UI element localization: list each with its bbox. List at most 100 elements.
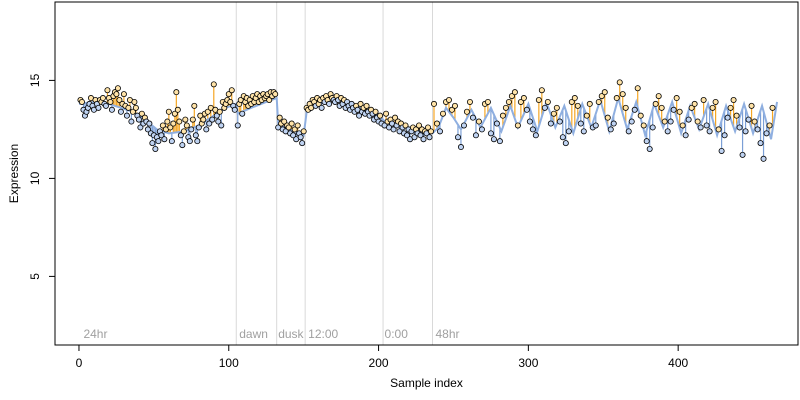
data-point [613, 95, 620, 102]
data-point [748, 102, 755, 109]
data-point [490, 136, 497, 143]
data-point [430, 100, 437, 107]
data-point [213, 112, 220, 119]
region-label: 48hr [435, 327, 459, 341]
data-point [544, 98, 551, 105]
data-point [520, 95, 527, 102]
data-point [155, 138, 162, 145]
data-point [195, 124, 202, 131]
data-point [679, 122, 686, 129]
data-point [508, 93, 515, 100]
data-point [215, 118, 222, 125]
data-point [745, 116, 752, 123]
data-point [294, 122, 301, 129]
data-point [493, 120, 500, 127]
data-point [673, 95, 680, 102]
data-point [628, 118, 635, 125]
region-labels: 24hr dawn dusk 12:00 0:00 48hr [83, 327, 459, 341]
data-point [171, 110, 178, 117]
data-point [517, 98, 524, 105]
data-point [535, 97, 542, 104]
data-point [420, 136, 427, 143]
data-point [736, 124, 743, 131]
data-point [700, 97, 707, 104]
data-point [176, 118, 183, 125]
data-point [436, 128, 443, 135]
data-point [526, 118, 533, 125]
data-point [272, 91, 279, 98]
data-point [604, 114, 611, 121]
data-point [472, 132, 479, 139]
data-point [227, 98, 234, 105]
data-point [751, 118, 758, 125]
data-point [146, 120, 153, 127]
data-point [383, 110, 390, 117]
data-point [487, 130, 494, 137]
data-point [390, 126, 397, 133]
data-point [218, 122, 225, 129]
data-point [760, 155, 767, 162]
data-point [610, 120, 617, 127]
data-point [718, 147, 725, 154]
data-point [643, 138, 650, 145]
data-point [180, 128, 187, 135]
data-point [625, 128, 632, 135]
data-point [363, 102, 370, 109]
data-point [276, 114, 283, 121]
data-point [377, 112, 384, 119]
data-point [427, 128, 434, 135]
data-point [152, 145, 159, 152]
data-point [318, 104, 325, 111]
data-point [499, 112, 506, 119]
data-point [179, 142, 186, 149]
data-point [186, 138, 193, 145]
data-point [682, 132, 689, 139]
data-point [392, 114, 399, 121]
data-point [670, 106, 677, 113]
data-point [739, 151, 746, 158]
data-point [658, 104, 665, 111]
data-point [164, 118, 171, 125]
data-point [291, 126, 298, 133]
data-point [715, 126, 722, 133]
data-point [574, 102, 581, 109]
data-point [730, 97, 737, 104]
data-point [478, 126, 485, 133]
data-point [165, 108, 172, 115]
data-point [174, 106, 181, 113]
data-point [113, 91, 120, 98]
data-point [637, 112, 644, 119]
data-point [511, 89, 518, 96]
data-point [116, 97, 123, 104]
data-point [216, 108, 223, 115]
data-point [463, 108, 470, 115]
region-label: 24hr [83, 327, 107, 341]
data-point [763, 130, 770, 137]
data-point [697, 124, 704, 131]
data-point [281, 118, 288, 125]
data-point [120, 91, 127, 98]
data-point [592, 122, 599, 129]
data-point [727, 104, 734, 111]
data-point [206, 120, 213, 127]
data-point [676, 108, 683, 115]
x-tick-label: 0 [76, 356, 83, 370]
data-point [108, 106, 115, 113]
data-point [326, 100, 333, 107]
data-point [424, 124, 431, 131]
data-point [117, 108, 124, 115]
x-axis-title: Sample index [390, 376, 463, 390]
data-point [231, 106, 238, 113]
data-point [234, 122, 241, 129]
data-point [706, 128, 713, 135]
data-point [183, 122, 190, 129]
data-point [357, 100, 364, 107]
data-point [586, 100, 593, 107]
data-point [652, 100, 659, 107]
data-point [565, 128, 572, 135]
data-point [114, 85, 121, 92]
x-tick-label: 200 [369, 356, 389, 370]
data-point [102, 102, 109, 109]
data-point [562, 140, 569, 147]
